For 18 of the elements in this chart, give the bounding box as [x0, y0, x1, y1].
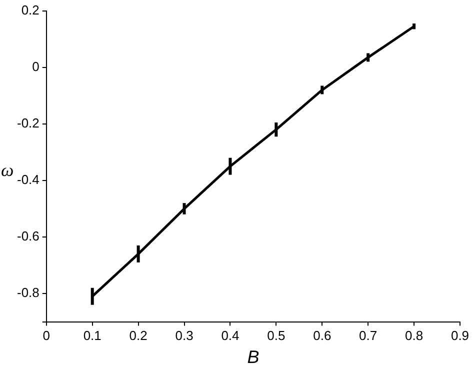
x-tick-label: 0.5: [267, 328, 286, 344]
x-tick-label: 0: [42, 328, 50, 344]
x-tick-label: 0.1: [83, 328, 102, 344]
x-tick-label: 0.7: [359, 328, 378, 344]
y-tick-label: -0.2: [16, 115, 40, 130]
y-tick-label: -0.6: [16, 228, 40, 244]
y-tick-label: 0.2: [21, 2, 40, 18]
x-tick-label: 0.9: [450, 328, 470, 344]
y-axis-title: ω: [1, 160, 14, 180]
x-tick-label: 0.8: [405, 328, 424, 344]
y-tick-label: -0.4: [16, 172, 40, 188]
x-tick-label: 0.6: [313, 328, 332, 344]
x-axis-title: B: [247, 347, 260, 368]
y-tick-label: -0.8: [16, 285, 40, 300]
x-tick-label: 0.2: [129, 328, 148, 344]
x-tick-label: 0.4: [221, 328, 240, 344]
y-tick-label: 0: [32, 58, 40, 74]
x-tick-label: 0.3: [175, 328, 194, 344]
